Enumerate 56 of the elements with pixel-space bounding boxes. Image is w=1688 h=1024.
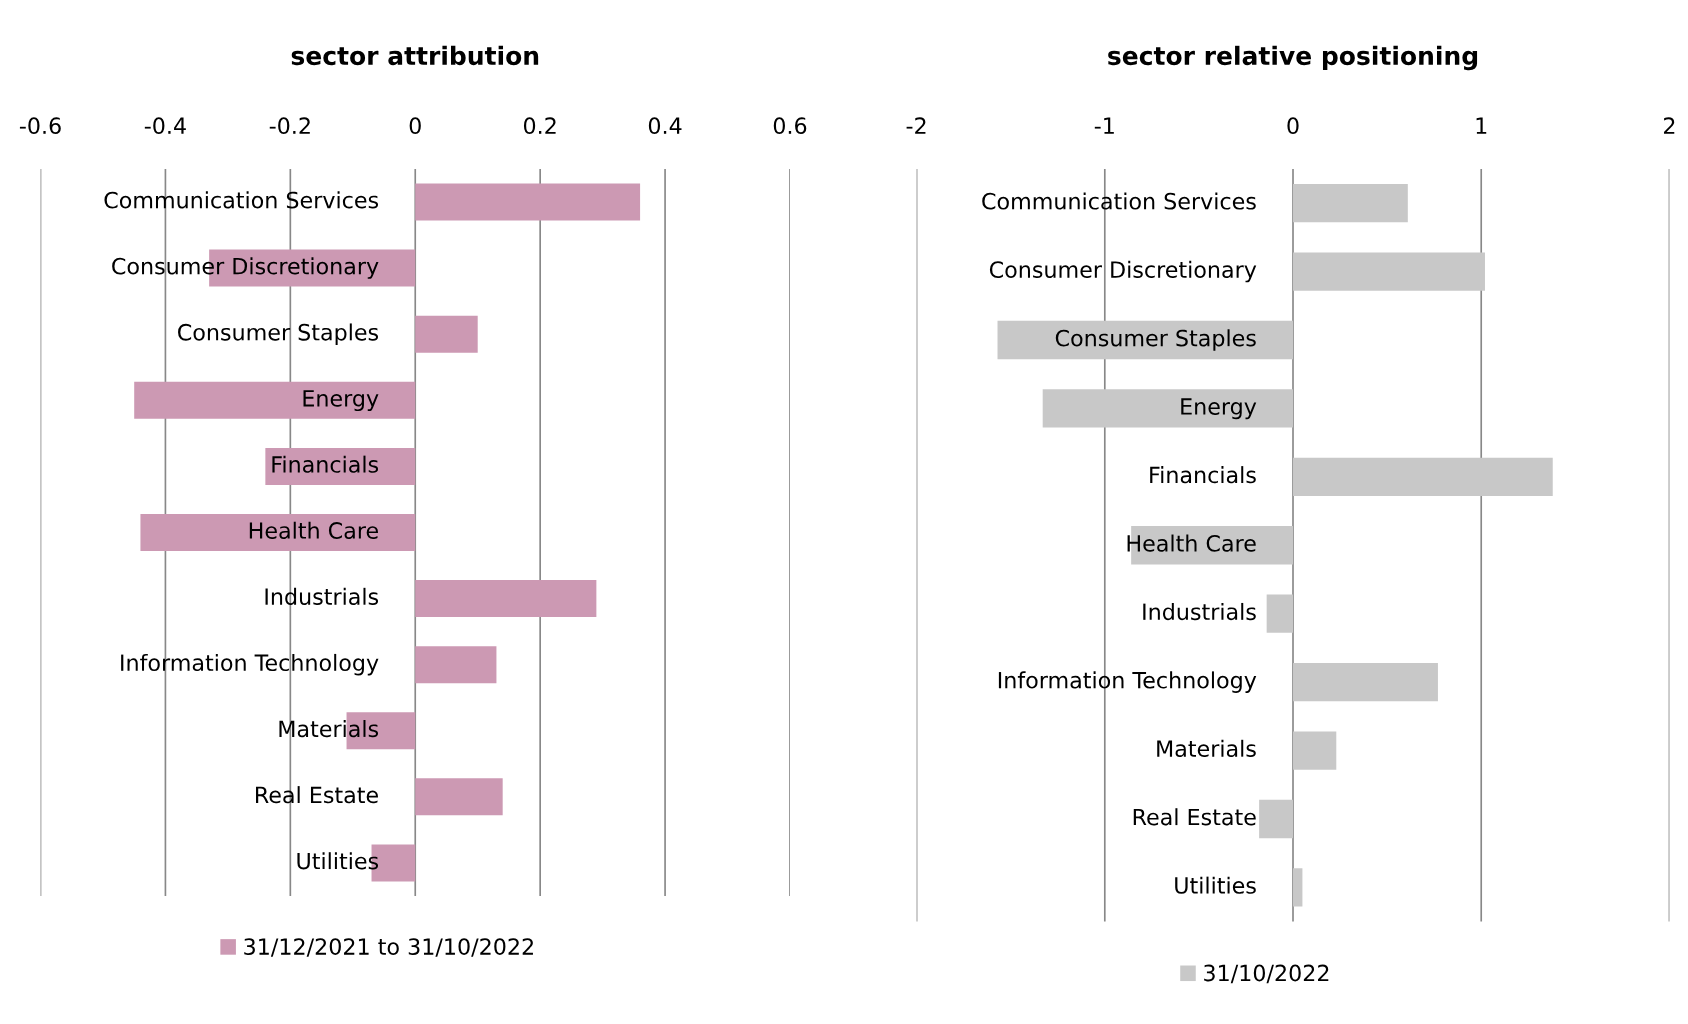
bar xyxy=(1266,594,1294,633)
bar xyxy=(1293,868,1303,907)
y-tick-label: Materials xyxy=(279,720,379,738)
y-tick-label: Materials xyxy=(1157,739,1256,757)
y-tick-label: Financials xyxy=(1150,466,1256,484)
bar xyxy=(415,183,641,221)
x-tick-label: 1 xyxy=(1476,117,1487,134)
y-tick-label: Consumer Staples xyxy=(178,323,379,345)
x-tick-label: -0.4 xyxy=(144,117,186,135)
y-tick-label: Information Technology xyxy=(121,653,379,676)
x-tick-label: -1 xyxy=(1094,117,1114,134)
x-tick-label: -0.2 xyxy=(269,117,310,135)
bar xyxy=(997,320,1294,360)
bar xyxy=(1293,662,1438,702)
chart-title: sector attribution xyxy=(291,45,539,66)
x-tick-label: -0.6 xyxy=(19,117,61,135)
bar xyxy=(415,646,497,684)
bar xyxy=(1293,184,1408,223)
bar xyxy=(1293,252,1485,291)
y-tick-label: Health Care xyxy=(249,521,378,539)
y-tick-label: Industrials xyxy=(1143,602,1256,621)
legend-label: 31/10/2022 xyxy=(1204,964,1329,984)
x-tick-label: 0.6 xyxy=(773,117,807,135)
x-tick-label: 0.4 xyxy=(648,117,682,135)
y-tick-label: Consumer Discretionary xyxy=(112,257,379,279)
bar xyxy=(1042,389,1294,428)
y-tick-label: Financials xyxy=(272,455,379,473)
y-tick-label: Energy xyxy=(1181,398,1257,420)
y-tick-label: Information Technology xyxy=(998,671,1257,693)
bar xyxy=(1293,731,1337,770)
bar xyxy=(140,513,416,551)
bar xyxy=(415,778,503,816)
y-tick-label: Industrials xyxy=(265,587,379,606)
y-tick-label: Real Estate xyxy=(256,786,378,804)
y-tick-label: Utilities xyxy=(297,852,379,870)
y-tick-label: Real Estate xyxy=(1133,808,1256,826)
y-tick-label: Utilities xyxy=(1175,876,1256,894)
bar xyxy=(1259,799,1294,839)
bar xyxy=(134,381,416,419)
bar xyxy=(265,447,416,485)
y-tick-label: Communication Services xyxy=(982,192,1256,210)
x-tick-label: 0 xyxy=(1287,117,1299,135)
x-tick-label: 2 xyxy=(1663,117,1675,134)
x-tick-label: -2 xyxy=(906,117,926,134)
chart-title: sector relative positioning xyxy=(1108,45,1478,71)
y-tick-label: Communication Services xyxy=(104,191,379,209)
bar xyxy=(415,315,478,353)
legend-label: 31/12/2021 to 31/10/2022 xyxy=(244,938,533,957)
y-tick-label: Energy xyxy=(303,390,379,412)
x-tick-label: 0 xyxy=(409,117,421,135)
x-tick-label: 0.2 xyxy=(523,117,556,135)
y-tick-label: Health Care xyxy=(1127,534,1256,552)
y-tick-label: Consumer Discretionary xyxy=(989,260,1257,283)
y-tick-label: Consumer Staples xyxy=(1055,329,1256,351)
bar xyxy=(415,580,597,618)
bar xyxy=(1293,457,1553,497)
